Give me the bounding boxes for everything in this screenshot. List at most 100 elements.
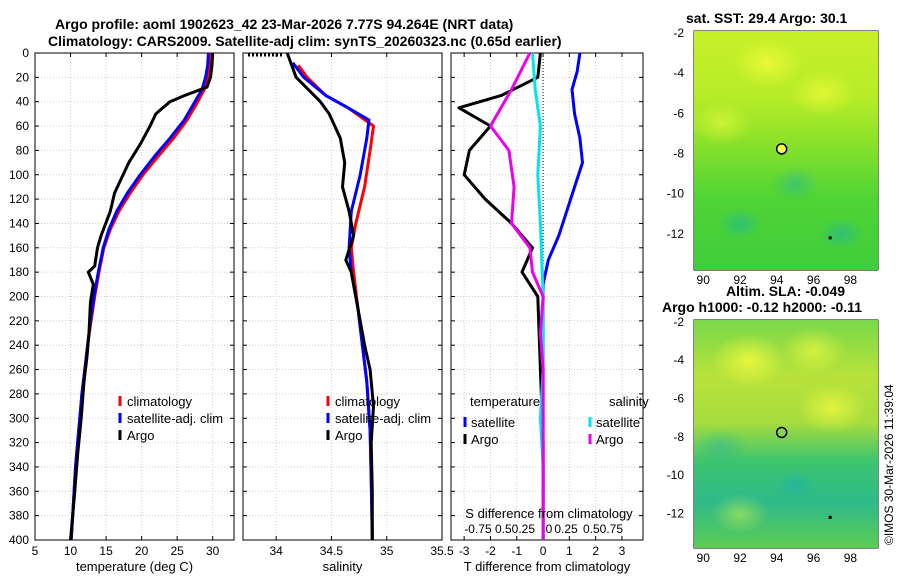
x-tick-label-difference: 2 (592, 544, 599, 558)
legend-heading-temperature: temperature (470, 394, 540, 409)
argo-position-marker (775, 143, 788, 155)
x-tick-label-difference: -1 (511, 544, 522, 558)
legend-label-difference: Argo (471, 432, 498, 447)
secondary-tick-label: -0.75 (464, 522, 492, 536)
map-x-tick-label-sst_map: 92 (733, 273, 747, 287)
argo-position-marker (775, 426, 788, 439)
depth-tick-label: 80 (16, 143, 30, 157)
depth-tick-label: 380 (9, 509, 29, 523)
map-cell-sst_map (690, 101, 753, 146)
x-tick-label-temperature: 10 (64, 544, 78, 558)
x-tick-label-temperature: 25 (170, 544, 184, 558)
x-tick-label-salinity: 34.5 (320, 544, 344, 558)
map-x-tick-label-sst_map: 94 (770, 273, 784, 287)
depth-tick-label: 40 (16, 95, 30, 109)
sla-map-title: Altim. SLA: -0.049 (726, 283, 846, 299)
secondary-tick-label: 0.50.25 (495, 522, 535, 536)
series-line-difference-temperature-satellite (541, 52, 584, 540)
map-y-tick-label-sla_map: -12 (667, 507, 685, 521)
figure-title-line1: Argo profile: aoml 1902623_42 23-Mar-202… (55, 16, 514, 32)
legend-label-salinity: climatology (335, 394, 401, 409)
legend-label-salinity: Argo (335, 428, 362, 443)
secondary-tick-label: 0.50.75 (583, 522, 623, 536)
x-tick-label-difference: 1 (566, 544, 573, 558)
map-x-tick-label-sla_map: 92 (733, 551, 747, 565)
map-cell-sst_map (789, 69, 857, 117)
map-x-tick-label-sla_map: 90 (697, 551, 711, 565)
map-cell-sla_map (796, 383, 868, 434)
map-cell-sst_map (732, 38, 804, 89)
depth-tick-label: 220 (9, 314, 29, 328)
legend-label-difference: Argo (596, 432, 623, 447)
x-tick-label-salinity: 35 (380, 544, 394, 558)
map-cell-sla_map (780, 327, 847, 375)
x-tick-label-temperature: 20 (135, 544, 149, 558)
depth-tick-label: 300 (9, 411, 29, 425)
depth-tick-label: 360 (9, 484, 29, 498)
x-tick-label-difference: 3 (619, 544, 626, 558)
x-tick-label-difference: 0 (540, 544, 547, 558)
x-tick-label-salinity: 34 (269, 544, 283, 558)
map-point-sla_map (828, 515, 832, 519)
map-y-tick-label-sst_map: -4 (673, 66, 684, 80)
series-line-difference-salinity-argo (489, 52, 545, 540)
map-y-tick-label-sla_map: -4 (673, 353, 684, 367)
map-x-tick-label-sla_map: 94 (770, 551, 784, 565)
legend-label-temperature: Argo (127, 428, 154, 443)
map-x-tick-label-sla_map: 96 (807, 551, 821, 565)
depth-tick-label: 0 (22, 46, 29, 60)
series-line-difference-temperature-argo (457, 52, 545, 540)
x-tick-label-salinity: 35.5 (430, 544, 454, 558)
secondary-tick-label: 0.25 (554, 522, 578, 536)
x-tick-label-temperature: 15 (99, 544, 113, 558)
map-cell-sla_map (775, 470, 816, 499)
map-x-tick-label-sla_map: 98 (844, 551, 858, 565)
map-cell-sst_map (717, 208, 763, 240)
map-y-tick-label-sla_map: -2 (673, 315, 684, 329)
legend-label-temperature: climatology (127, 394, 193, 409)
map-point-sst_map (828, 236, 832, 240)
x-tick-label-difference: -2 (485, 544, 496, 558)
legend-heading-salinity: salinity (609, 394, 649, 409)
depth-tick-label: 140 (9, 216, 29, 230)
legend-label-salinity: satellite-adj. clim (335, 411, 431, 426)
depth-tick-label: 260 (9, 363, 29, 377)
map-y-tick-label-sla_map: -6 (673, 392, 684, 406)
depth-tick-label: 180 (9, 265, 29, 279)
depth-tick-label: 120 (9, 192, 29, 206)
map-y-tick-label-sst_map: -2 (673, 26, 684, 40)
secondary-axis-label: S difference from climatology (465, 506, 633, 521)
map-cell-sla_map (694, 427, 749, 466)
depth-tick-label: 100 (9, 168, 29, 182)
map-y-tick-label-sst_map: -8 (673, 147, 684, 161)
depth-tick-label: 320 (9, 436, 29, 450)
depth-tick-label: 340 (9, 460, 29, 474)
depth-tick-label: 280 (9, 387, 29, 401)
x-tick-label-difference: -3 (459, 544, 470, 558)
depth-tick-label: 160 (9, 241, 29, 255)
x-axis-label-difference: T difference from climatology (464, 559, 631, 574)
legend-label-difference: satellite (596, 415, 640, 430)
legend-label-temperature: satellite-adj. clim (127, 411, 223, 426)
map-x-tick-label-sst_map: 90 (697, 273, 711, 287)
secondary-tick-label: 0 (546, 522, 553, 536)
map-y-tick-label-sla_map: -10 (667, 468, 685, 482)
series-line-salinity-argo (285, 52, 375, 540)
map-y-tick-label-sst_map: -10 (667, 187, 685, 201)
sla-map-subtitle: Argo h1000: -0.12 h2000: -0.11 (662, 299, 862, 315)
depth-tick-label: 400 (9, 533, 29, 547)
series-line-salinity-satellite-adj-clim (291, 61, 374, 541)
x-axis-label-salinity: salinity (323, 559, 363, 574)
map-cell-sla_map (711, 493, 769, 534)
depth-tick-label: 200 (9, 290, 29, 304)
x-axis-label-temperature: temperature (deg C) (76, 559, 193, 574)
depth-tick-label: 60 (16, 119, 30, 133)
sst-map-title: sat. SST: 29.4 Argo: 30.1 (686, 10, 848, 26)
figure-title-line2: Climatology: CARS2009. Satellite-adj cli… (48, 33, 562, 49)
map-x-tick-label-sst_map: 98 (844, 273, 858, 287)
series-line-salinity-climatology (297, 64, 375, 541)
map-cell-sst_map (770, 166, 820, 201)
depth-tick-label: 20 (16, 70, 30, 84)
map-x-tick-label-sst_map: 96 (807, 273, 821, 287)
